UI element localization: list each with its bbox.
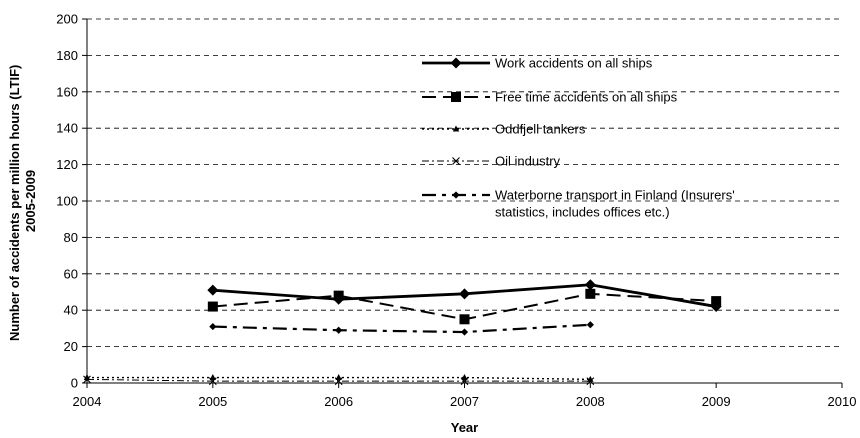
- series-1-point-2008: [584, 279, 596, 291]
- series-3-point-2005: [209, 374, 217, 381]
- y-tick-label-40: 40: [64, 303, 78, 318]
- y-tick-label-200: 200: [56, 12, 78, 27]
- series-4-point-2007: [460, 377, 469, 386]
- series-5-line: [212, 323, 591, 334]
- legend: Work accidents on all ships Free time acc…: [422, 56, 735, 220]
- series-2-point-2008: [585, 288, 596, 299]
- legend-item-3: Oddfjell tankers: [422, 122, 586, 137]
- x-tick-label-2006: 2006: [324, 394, 353, 409]
- legend-item-2: Free time accidents on all ships: [422, 90, 678, 105]
- x-axis-title: Year: [451, 420, 478, 435]
- series-4-point-2004: [83, 375, 91, 384]
- series-4-point-2005: [208, 377, 217, 386]
- x-tick-label-2004: 2004: [73, 394, 102, 409]
- series-5: [209, 321, 594, 336]
- legend-item-5: Waterborne transport in Finland (Insurer…: [422, 188, 735, 220]
- series-2: [207, 288, 722, 325]
- series-2-point-2006: [333, 290, 344, 301]
- legend-label-2: Free time accidents on all ships: [495, 90, 678, 105]
- y-tick-label-180: 180: [56, 48, 78, 63]
- y-tick-label-0: 0: [71, 376, 78, 391]
- legend-label-5-line-1: Waterborne transport in Finland (Insurer…: [495, 188, 735, 203]
- x-tick-label-2010: 2010: [828, 394, 857, 409]
- series-5-point-2005: [209, 322, 217, 331]
- y-tick-label-160: 160: [56, 84, 78, 99]
- series-3: [83, 374, 594, 382]
- legend-label-1: Work accidents on all ships: [495, 56, 653, 71]
- x-tick-label-2009: 2009: [702, 394, 731, 409]
- legend-item-4: Oil industry: [422, 154, 561, 169]
- series-3-point-2008: [587, 375, 594, 382]
- legend-label-3: Oddfjell tankers: [495, 122, 586, 137]
- y-axis-title-line-2: 2005-2009: [23, 170, 38, 232]
- legend-swatch-marker-4: [452, 157, 460, 165]
- series-2-point-2009: [711, 296, 722, 307]
- legend-swatch-marker-1: [450, 57, 462, 69]
- legend-item-1: Work accidents on all ships: [422, 56, 653, 71]
- series-3-point-2006: [335, 374, 342, 381]
- x-tick-label-2005: 2005: [198, 394, 227, 409]
- series-1-point-2005: [207, 284, 219, 296]
- series-5-point-2006: [335, 326, 343, 334]
- y-tick-label-140: 140: [56, 121, 78, 136]
- series-4: [83, 375, 595, 386]
- legend-swatch-marker-3: [452, 125, 460, 132]
- data-series: [83, 279, 722, 386]
- tick-labels: 0 20 40 60 80 100 120 140 160 180 200 2004 2005 2006 2…: [56, 12, 856, 410]
- series-1-point-2007: [459, 288, 470, 300]
- series-5-point-2007: [460, 328, 469, 336]
- series-5-point-2008: [586, 321, 594, 329]
- series-2-point-2007: [459, 314, 470, 325]
- legend-swatch-marker-5: [452, 191, 460, 199]
- series-2-point-2005: [207, 301, 218, 312]
- y-axis-title: Number of accidents per million hours (L…: [7, 61, 38, 341]
- series-4-point-2008: [586, 377, 595, 386]
- y-tick-label-120: 120: [56, 157, 78, 172]
- x-tick-label-2008: 2008: [576, 394, 605, 409]
- x-tick-label-2007: 2007: [450, 394, 479, 409]
- series-4-point-2006: [334, 377, 343, 386]
- axes: [82, 18, 843, 388]
- series-3-point-2004: [83, 374, 91, 381]
- legend-label-5-line-2: statistics, includes offices etc.): [495, 205, 670, 220]
- y-tick-label-80: 80: [64, 230, 78, 245]
- series-1: [207, 279, 722, 313]
- y-tick-label-60: 60: [64, 266, 78, 281]
- y-tick-label-20: 20: [64, 339, 78, 354]
- y-tick-label-100: 100: [56, 194, 78, 209]
- y-axis-title-line-1: Number of accidents per million hours (L…: [7, 65, 22, 341]
- series-3-point-2007: [461, 374, 468, 381]
- legend-swatch-marker-2: [451, 92, 461, 102]
- legend-label-4: Oil industry: [495, 154, 561, 169]
